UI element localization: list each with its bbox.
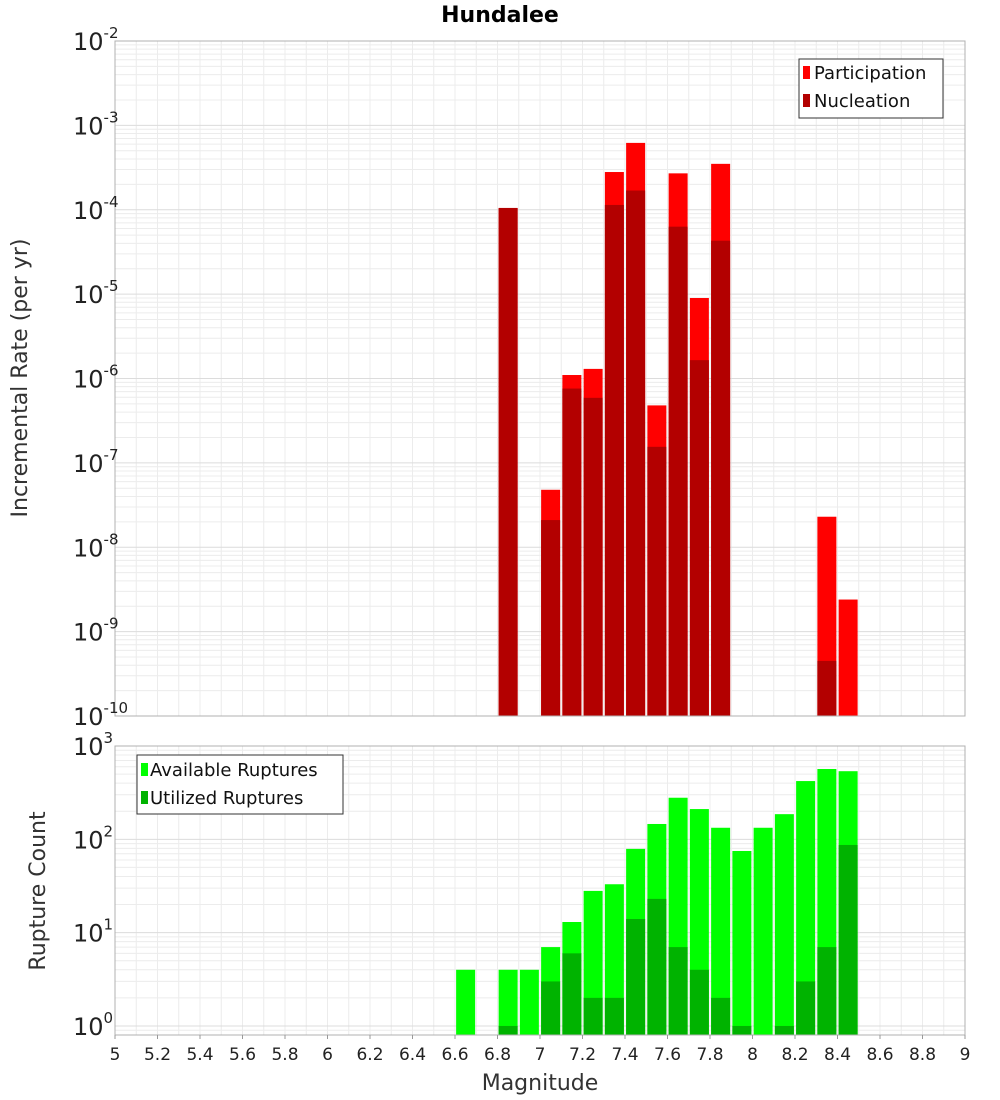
rate-grid — [114, 40, 966, 717]
rate-nucleation-bar — [498, 207, 518, 716]
rate-participation-bar — [838, 599, 858, 716]
x-tick-label: 7.4 — [611, 1045, 638, 1065]
x-tick-label: 9 — [960, 1045, 971, 1065]
count-available-ruptures-bar — [519, 969, 539, 1035]
count-bars — [456, 768, 858, 1035]
x-tick-label: 5.8 — [271, 1045, 298, 1065]
count-available-ruptures-bar — [711, 827, 731, 1035]
rate-panel: 10-2 10-3 10-4 10-5 10-6 10-7 10-8 10-9 10-10 In… — [8, 24, 966, 731]
rate-legend-box — [798, 58, 944, 119]
count-available-ruptures-bar — [796, 781, 816, 1035]
rate-nucleation-bar — [668, 226, 688, 716]
y-tick-label: 101 — [73, 916, 113, 948]
count-y-axis-label: Rupture Count — [26, 811, 51, 971]
count-utilized-ruptures-bar — [647, 898, 667, 1035]
x-tick-label: 7.2 — [569, 1045, 596, 1065]
x-tick-label: 6.6 — [441, 1045, 468, 1065]
count-available-ruptures-bar — [498, 969, 518, 1035]
y-tick-label: 10-5 — [73, 277, 119, 309]
rate-bars — [498, 142, 858, 717]
count-available-ruptures-bar — [753, 827, 773, 1035]
available-swatch — [141, 763, 148, 776]
count-utilized-ruptures-bar — [498, 1025, 518, 1035]
x-tick-label: 5.2 — [144, 1045, 171, 1065]
x-tick-label: 5.4 — [186, 1045, 213, 1065]
count-utilized-ruptures-bar — [689, 969, 709, 1035]
available-legend-label: Available Ruptures — [150, 760, 318, 781]
nucleation-swatch — [803, 94, 810, 107]
count-utilized-ruptures-bar — [583, 997, 603, 1035]
y-tick-label: 100 — [73, 1009, 113, 1041]
count-available-ruptures-bar — [774, 814, 794, 1035]
x-tick-label: 7.6 — [654, 1045, 681, 1065]
x-tick-label: 6.2 — [356, 1045, 383, 1065]
count-utilized-ruptures-bar — [732, 1025, 752, 1035]
utilized-swatch — [141, 791, 148, 804]
count-utilized-ruptures-bar — [796, 981, 816, 1035]
x-tick-label: 5 — [110, 1045, 121, 1065]
x-tick-label: 8.6 — [866, 1045, 893, 1065]
y-tick-label: 10-3 — [73, 108, 119, 140]
rate-nucleation-bar — [541, 520, 561, 716]
x-tick-label: 6.4 — [399, 1045, 426, 1065]
count-utilized-ruptures-bar — [626, 919, 646, 1035]
count-utilized-ruptures-bar — [562, 953, 582, 1035]
count-utilized-ruptures-bar — [668, 947, 688, 1035]
y-tick-label: 102 — [73, 822, 113, 854]
rate-nucleation-bar — [583, 397, 603, 716]
count-legend: Available Ruptures Utilized Ruptures — [136, 754, 344, 815]
count-panel: 103 102 101 100 Rupture Count Available Rup… — [26, 729, 970, 1096]
y-tick-label: 10-4 — [73, 193, 119, 225]
x-tick-label: 7 — [535, 1045, 546, 1065]
y-tick-label: 10-2 — [73, 24, 119, 56]
y-tick-label: 103 — [73, 729, 113, 761]
rate-nucleation-bar — [689, 360, 709, 716]
count-legend-box — [136, 754, 344, 815]
utilized-legend-label: Utilized Ruptures — [150, 788, 303, 809]
y-tick-label: 10-6 — [73, 362, 119, 394]
x-tick-label: 8.8 — [909, 1045, 936, 1065]
rate-nucleation-bar — [711, 240, 731, 717]
nucleation-legend-label: Nucleation — [814, 91, 910, 112]
rate-nucleation-bar — [562, 388, 582, 716]
rate-nucleation-bar — [626, 190, 646, 716]
x-tick-label: 5.6 — [229, 1045, 256, 1065]
y-tick-label: 10-10 — [73, 699, 128, 731]
rate-nucleation-bar — [604, 204, 624, 716]
x-tick-label: 8 — [747, 1045, 758, 1065]
rate-legend: Participation Nucleation — [798, 58, 944, 119]
x-tick-label: 8.4 — [824, 1045, 851, 1065]
count-y-ticks: 103 102 101 100 — [73, 729, 113, 1041]
x-tick-label: 8.2 — [781, 1045, 808, 1065]
y-tick-label: 10-9 — [73, 615, 119, 647]
x-tick-label: 7.8 — [696, 1045, 723, 1065]
count-utilized-ruptures-bar — [541, 981, 561, 1035]
x-tick-label: 6.8 — [484, 1045, 511, 1065]
count-available-ruptures-bar — [456, 969, 476, 1035]
y-tick-label: 10-7 — [73, 446, 119, 478]
y-tick-label: 10-8 — [73, 530, 119, 562]
magnitude-x-axis-label: Magnitude — [482, 1071, 599, 1096]
count-available-ruptures-bar — [604, 884, 624, 1035]
rate-nucleation-bar — [817, 660, 837, 716]
x-tick-label: 6 — [322, 1045, 333, 1065]
count-utilized-ruptures-bar — [711, 997, 731, 1035]
count-utilized-ruptures-bar — [774, 1025, 794, 1035]
chart-title: Hundalee — [441, 3, 559, 28]
count-utilized-ruptures-bar — [817, 947, 837, 1035]
rate-y-axis-label: Incremental Rate (per yr) — [8, 239, 33, 518]
participation-swatch — [803, 66, 810, 79]
count-utilized-ruptures-bar — [604, 997, 624, 1035]
rate-y-ticks: 10-2 10-3 10-4 10-5 10-6 10-7 10-8 10-9 10-10 — [73, 24, 128, 731]
rate-plot-border — [114, 40, 966, 717]
magnitude-x-ticks: 5 5.2 5.4 5.6 5.8 6 6.2 6.4 6.6 6.8 7 7.2 7.4 7.6 7.8 8… — [110, 1035, 971, 1065]
rate-nucleation-bar — [647, 446, 667, 716]
participation-legend-label: Participation — [814, 63, 926, 84]
count-available-ruptures-bar — [732, 850, 752, 1035]
count-utilized-ruptures-bar — [838, 844, 858, 1035]
